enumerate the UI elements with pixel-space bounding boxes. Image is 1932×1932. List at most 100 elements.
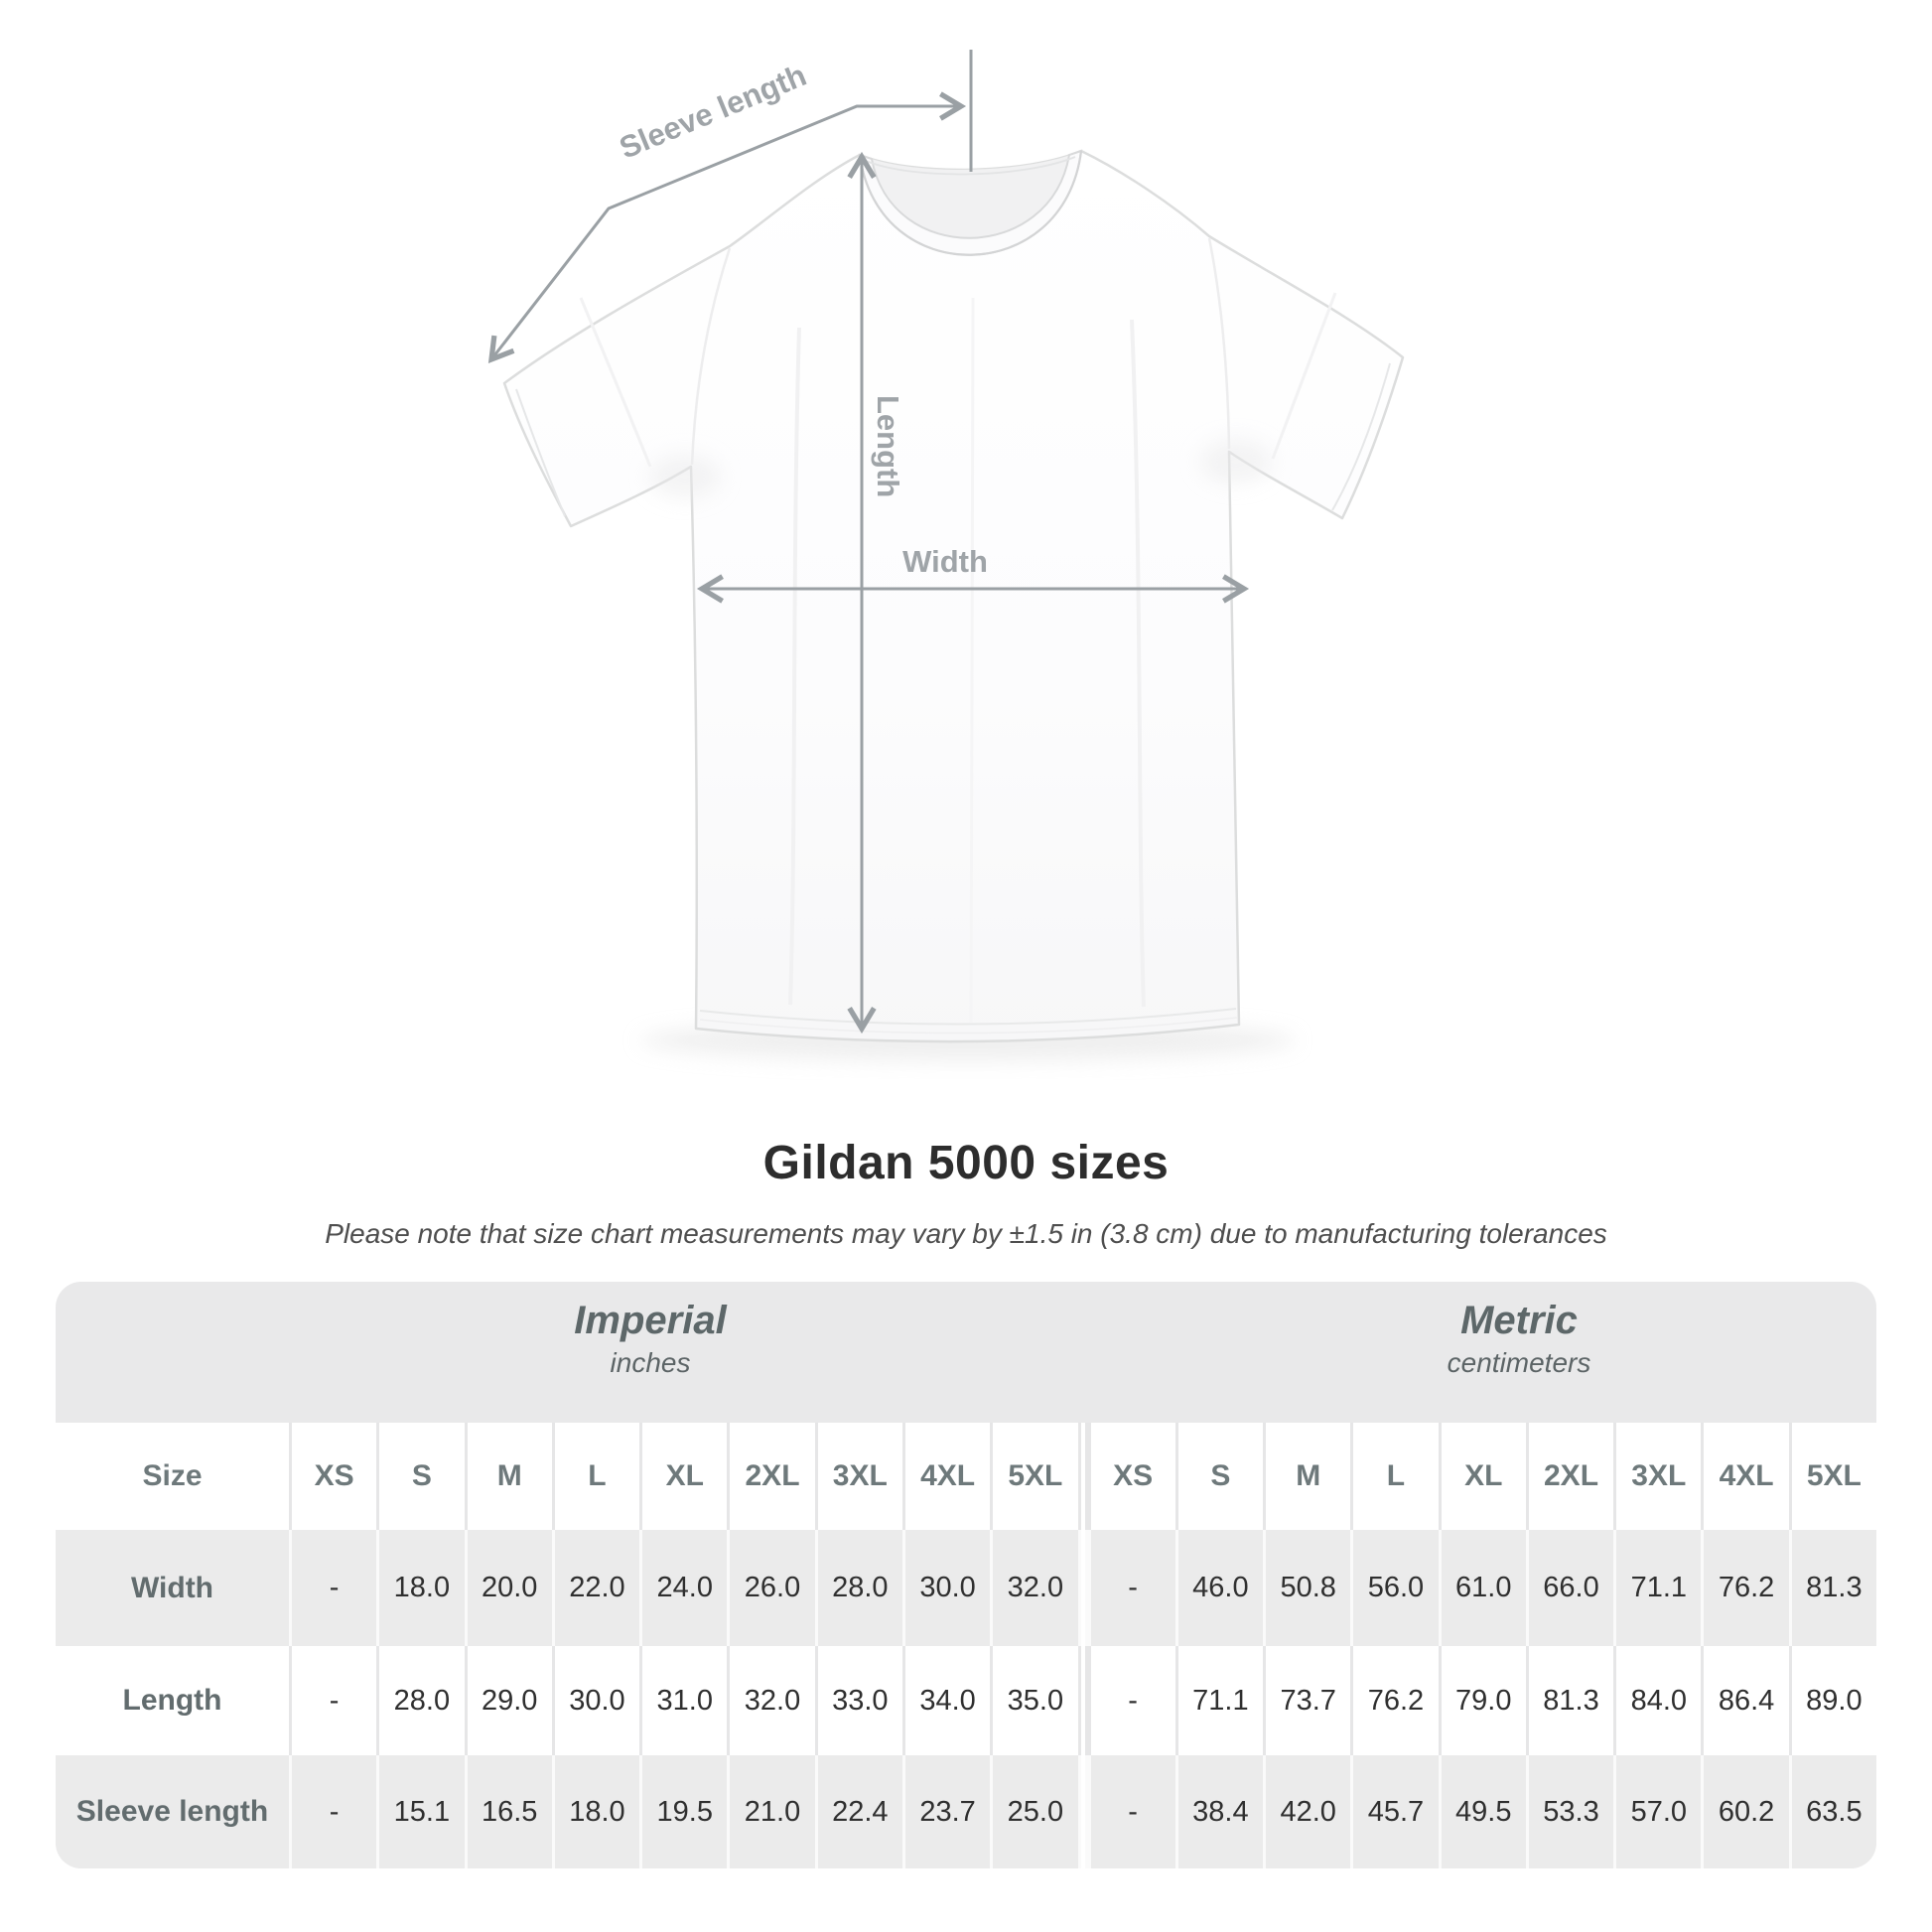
underarm-shadow-left: [649, 455, 721, 498]
size-header-cell: 4XL: [901, 1423, 991, 1530]
size-value-cell: 30.0: [901, 1530, 991, 1646]
size-value-cell: 30.0: [551, 1646, 640, 1755]
size-header-cell: 3XL: [1613, 1423, 1702, 1530]
size-value-cell: 38.4: [1174, 1755, 1264, 1868]
size-header-cell: 5XL: [990, 1423, 1078, 1530]
size-value-cell: 60.2: [1701, 1755, 1789, 1868]
size-value-cell: 50.8: [1263, 1530, 1351, 1646]
measurement-row-label: Width: [56, 1530, 289, 1646]
size-value-cell: 32.0: [990, 1530, 1078, 1646]
size-header-cell: L: [551, 1423, 640, 1530]
size-header-cell: S: [376, 1423, 465, 1530]
page-title: Gildan 5000 sizes: [762, 1137, 1170, 1189]
metric-unit: centimeters: [1447, 1347, 1591, 1378]
size-column-header: Size: [56, 1423, 289, 1530]
size-value-cell: 56.0: [1350, 1530, 1439, 1646]
size-value-cell: 46.0: [1174, 1530, 1264, 1646]
size-value-cell: 81.3: [1525, 1646, 1614, 1755]
size-value-cell: 33.0: [814, 1646, 902, 1755]
size-value-cell: 22.4: [814, 1755, 902, 1868]
size-value-cell: -: [289, 1646, 377, 1755]
size-value-cell: 76.2: [1701, 1530, 1789, 1646]
fabric-folds: [579, 292, 1337, 1024]
size-value-cell: 18.0: [551, 1755, 640, 1868]
size-value-cell: 79.0: [1438, 1646, 1526, 1755]
size-header-cell: M: [1263, 1423, 1351, 1530]
size-value-cell: 16.5: [464, 1755, 552, 1868]
underarm-shadow-right: [1200, 440, 1272, 483]
tshirt-illustration: [502, 149, 1405, 1060]
column-spacer: [1077, 1530, 1088, 1646]
column-spacer: [1077, 1423, 1088, 1530]
size-value-cell: 29.0: [464, 1646, 552, 1755]
size-value-cell: 28.0: [814, 1530, 902, 1646]
size-value-cell: 63.5: [1788, 1755, 1876, 1868]
size-header-cell: S: [1174, 1423, 1264, 1530]
size-value-cell: -: [1087, 1530, 1175, 1646]
width-label: Width: [902, 544, 988, 579]
size-value-cell: 18.0: [376, 1530, 465, 1646]
size-value-cell: 45.7: [1350, 1755, 1439, 1868]
sleeve-measure-line: [487, 91, 967, 364]
column-spacer: [1077, 1755, 1088, 1868]
size-value-cell: 35.0: [990, 1646, 1078, 1755]
size-chart-card: Imperial inches Metric centimeters Size X…: [56, 1282, 1876, 1868]
size-value-cell: 34.0: [901, 1646, 991, 1755]
imperial-section-header: Imperial inches: [574, 1282, 726, 1423]
size-value-cell: 66.0: [1525, 1530, 1614, 1646]
measurement-annotations: [487, 50, 1250, 1035]
cuff-stitch-left: [515, 388, 566, 517]
size-header-cell: M: [464, 1423, 552, 1530]
measurement-row-label: Sleeve length: [56, 1755, 289, 1868]
metric-label: Metric: [1460, 1299, 1578, 1342]
sleeve-length-label: Sleeve length: [615, 58, 811, 166]
size-value-cell: 57.0: [1613, 1755, 1702, 1868]
size-value-cell: 23.7: [901, 1755, 991, 1868]
size-table: Size XS S M L XL 2XL 3XL 4XL 5XL XS S M L XL 2XL 3XL 4XL 5…: [56, 1423, 1876, 1868]
size-value-cell: 61.0: [1438, 1530, 1526, 1646]
size-header-cell: 5XL: [1788, 1423, 1876, 1530]
size-value-cell: 25.0: [990, 1755, 1078, 1868]
size-value-cell: 49.5: [1438, 1755, 1526, 1868]
size-value-cell: 26.0: [727, 1530, 815, 1646]
garment-seams: [515, 237, 1391, 1035]
size-header-cell: XS: [289, 1423, 377, 1530]
size-header-cell: 2XL: [1525, 1423, 1614, 1530]
size-header-cell: XL: [1438, 1423, 1526, 1530]
size-header-cell: 2XL: [727, 1423, 815, 1530]
size-value-cell: 31.0: [639, 1646, 728, 1755]
length-label: Length: [871, 395, 905, 497]
tshirt-silhouette: [502, 149, 1405, 1043]
size-value-cell: 32.0: [727, 1646, 815, 1755]
column-spacer: [1077, 1646, 1088, 1755]
measurement-row-label: Length: [56, 1646, 289, 1755]
size-value-cell: 71.1: [1174, 1646, 1264, 1755]
size-value-cell: 22.0: [551, 1530, 640, 1646]
size-value-cell: 76.2: [1350, 1646, 1439, 1755]
imperial-unit: inches: [610, 1347, 691, 1378]
size-value-cell: 20.0: [464, 1530, 552, 1646]
size-value-cell: 21.0: [727, 1755, 815, 1868]
size-value-cell: 73.7: [1263, 1646, 1351, 1755]
size-value-cell: 15.1: [376, 1755, 465, 1868]
size-value-cell: 28.0: [376, 1646, 465, 1755]
size-value-cell: 53.3: [1525, 1755, 1614, 1868]
size-value-cell: 71.1: [1613, 1530, 1702, 1646]
size-value-cell: 24.0: [639, 1530, 728, 1646]
tshirt-measurement-diagram: Sleeve length Length Width: [487, 50, 1405, 1060]
size-header-cell: XS: [1087, 1423, 1175, 1530]
metric-section-header: Metric centimeters: [1448, 1282, 1591, 1423]
armhole-seam-right: [1207, 237, 1231, 450]
hem-stitch: [699, 1008, 1237, 1026]
size-value-cell: -: [289, 1755, 377, 1868]
size-header-cell: L: [1350, 1423, 1439, 1530]
size-value-cell: 89.0: [1788, 1646, 1876, 1755]
size-value-cell: 84.0: [1613, 1646, 1702, 1755]
size-value-cell: 42.0: [1263, 1755, 1351, 1868]
size-value-cell: 19.5: [639, 1755, 728, 1868]
size-header-cell: 4XL: [1701, 1423, 1789, 1530]
tolerance-note: Please note that size chart measurements…: [325, 1218, 1607, 1249]
size-value-cell: -: [1087, 1755, 1175, 1868]
size-value-cell: -: [289, 1530, 377, 1646]
size-header-cell: XL: [639, 1423, 728, 1530]
